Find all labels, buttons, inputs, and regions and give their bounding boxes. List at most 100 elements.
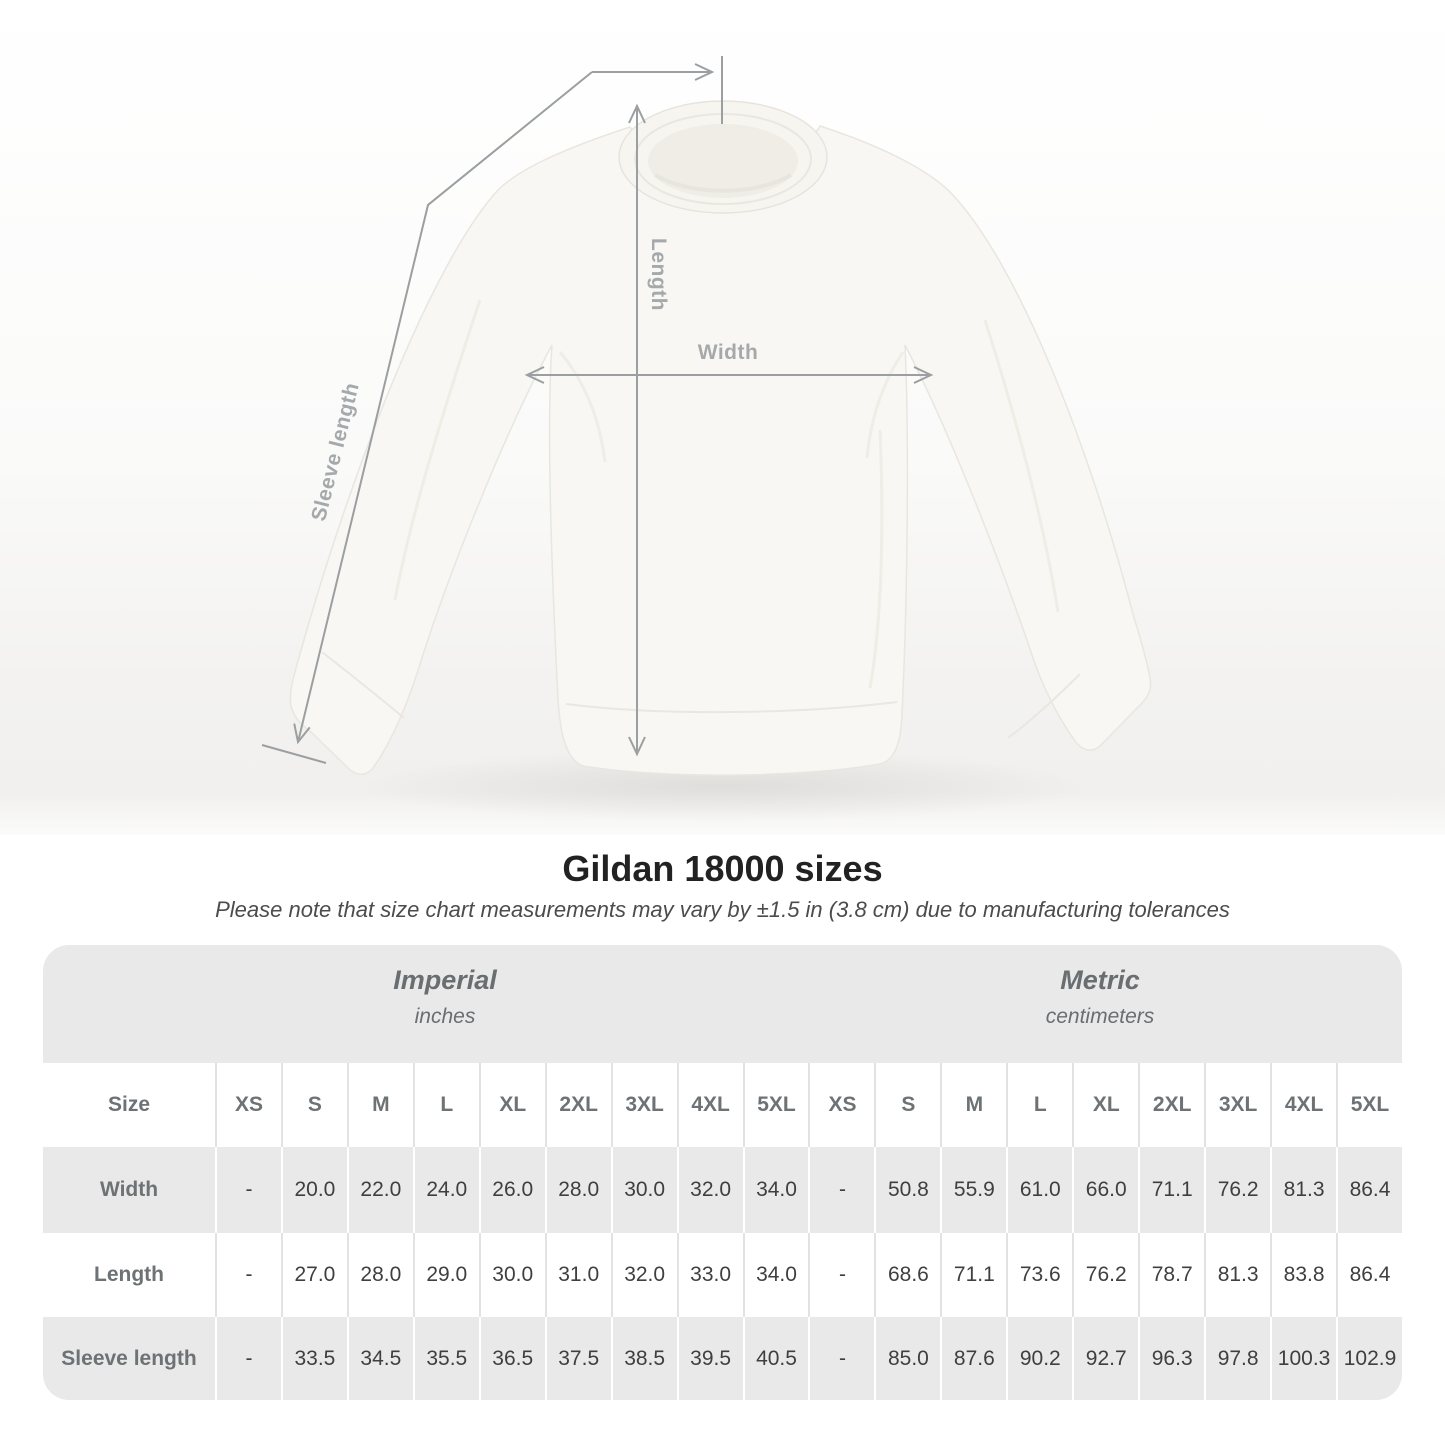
measurement-value-cell: -	[215, 1317, 281, 1400]
measurement-value-cell: 102.9	[1336, 1317, 1402, 1400]
width-dimension-label: Width	[697, 341, 759, 364]
cuff-reference-tick	[261, 744, 327, 764]
measurement-value-cell: 97.8	[1204, 1317, 1270, 1400]
measurement-value-cell: 30.0	[478, 1233, 545, 1317]
measurement-value-cell: -	[808, 1147, 874, 1233]
size-column-header: M	[940, 1063, 1006, 1147]
measurement-value-cell: 66.0	[1072, 1147, 1138, 1233]
measurement-value-cell: 32.0	[610, 1233, 677, 1317]
size-table: Imperial inches Metric centimeters Size X…	[43, 945, 1402, 1400]
metric-title: Metric	[1060, 965, 1140, 995]
metric-unit: centimeters	[1045, 1005, 1155, 1028]
measurement-value-cell: 76.2	[1204, 1147, 1270, 1233]
measurement-value-cell: 34.0	[742, 1147, 809, 1233]
imperial-group-header: Imperial inches	[235, 965, 655, 1029]
measurement-value-cell: 36.5	[478, 1317, 545, 1400]
imperial-unit: inches	[414, 1005, 476, 1028]
measurement-value-cell: 92.7	[1072, 1317, 1138, 1400]
measurement-value-cell: 27.0	[280, 1233, 347, 1317]
size-column-label: Size	[107, 1093, 151, 1116]
size-column-header: M	[346, 1063, 413, 1147]
measurement-value-cell: 81.3	[1270, 1147, 1336, 1233]
size-column-header: S	[280, 1063, 347, 1147]
measurement-value-cell: 40.5	[742, 1317, 809, 1400]
size-column-header: 3XL	[1204, 1063, 1270, 1147]
measurement-value-cell: 20.0	[280, 1147, 347, 1233]
size-column-header: XS	[215, 1063, 281, 1147]
measurement-value-cell: 73.6	[1006, 1233, 1072, 1317]
size-column-header: XL	[478, 1063, 545, 1147]
measurement-value-cell: 34.5	[346, 1317, 413, 1400]
garment-shadow	[352, 750, 1092, 822]
measurement-value-cell: 83.8	[1270, 1233, 1336, 1317]
metric-group-header: Metric centimeters	[890, 965, 1310, 1029]
measurement-value-cell: 29.0	[412, 1233, 479, 1317]
measurement-value-cell: 71.1	[940, 1233, 1006, 1317]
measurement-value-cell: 90.2	[1006, 1317, 1072, 1400]
garment-diagram: Length Width Sleeve length	[0, 0, 1445, 835]
measurement-value-cell: 68.6	[874, 1233, 940, 1317]
measurement-value-cell: 33.5	[280, 1317, 347, 1400]
measurement-value-cell: 86.4	[1336, 1233, 1402, 1317]
measurement-value-cell: 61.0	[1006, 1147, 1072, 1233]
measurement-value-cell: 33.0	[676, 1233, 743, 1317]
imperial-title: Imperial	[393, 965, 497, 995]
measurement-value-cell: 26.0	[478, 1147, 545, 1233]
measurement-row-label: Width	[99, 1178, 159, 1201]
size-column-header: S	[874, 1063, 940, 1147]
measurement-row-label: Length	[94, 1263, 164, 1286]
size-column-header: 4XL	[676, 1063, 743, 1147]
size-column-header: L	[412, 1063, 479, 1147]
measurement-value-cell: 22.0	[346, 1147, 413, 1233]
size-column-header: XS	[808, 1063, 874, 1147]
length-dimension-label: Length	[647, 238, 670, 311]
sleeve-length-line	[293, 71, 593, 745]
measurement-value-cell: 24.0	[412, 1147, 479, 1233]
measurement-value-cell: 86.4	[1336, 1147, 1402, 1233]
size-column-header: 3XL	[610, 1063, 677, 1147]
size-header-row: Size XS S M L XL 2XL 3XL 4XL 5XL XS S M L XL 2XL 3XL 4XL 5…	[43, 1063, 1402, 1147]
page-title: Gildan 18000 sizes	[562, 848, 883, 889]
measurement-value-cell: 28.0	[544, 1147, 611, 1233]
measurement-value-cell: -	[808, 1233, 874, 1317]
measurement-value-cell: -	[215, 1147, 281, 1233]
sweatshirt-photo	[0, 0, 1445, 835]
measurement-row: Sleeve length -33.5 34.5 35.5 36.5 37.5 38.5 39…	[43, 1317, 1402, 1400]
measurement-value-cell: 39.5	[676, 1317, 743, 1400]
measurement-value-cell: 78.7	[1138, 1233, 1204, 1317]
measurement-value-cell: 76.2	[1072, 1233, 1138, 1317]
measurement-value-cell: 28.0	[346, 1233, 413, 1317]
size-column-header: 2XL	[544, 1063, 611, 1147]
measurement-row-label: Sleeve length	[61, 1346, 197, 1370]
measurement-value-cell: 87.6	[940, 1317, 1006, 1400]
tolerance-note: Please note that size chart measurements…	[215, 897, 1230, 922]
measurement-value-cell: 71.1	[1138, 1147, 1204, 1233]
measurement-value-cell: 100.3	[1270, 1317, 1336, 1400]
measurement-value-cell: 96.3	[1138, 1317, 1204, 1400]
measurement-value-cell: 34.0	[742, 1233, 809, 1317]
measurement-row: Length -27.0 28.0 29.0 30.0 31.0 32.0 33.0 34.0-…	[43, 1233, 1402, 1317]
measurement-value-cell: 81.3	[1204, 1233, 1270, 1317]
size-column-header: L	[1006, 1063, 1072, 1147]
size-column-header: 4XL	[1270, 1063, 1336, 1147]
measurement-value-cell: 85.0	[874, 1317, 940, 1400]
measurement-value-cell: 30.0	[610, 1147, 677, 1233]
size-column-header: 5XL	[742, 1063, 809, 1147]
measurement-lines	[261, 56, 934, 764]
measurement-value-cell: 55.9	[940, 1147, 1006, 1233]
unit-header-band: Imperial inches Metric centimeters	[43, 945, 1402, 1063]
measurement-value-cell: 35.5	[412, 1317, 479, 1400]
measurement-value-cell: 38.5	[610, 1317, 677, 1400]
measurement-value-cell: -	[808, 1317, 874, 1400]
measurement-value-cell: 50.8	[874, 1147, 940, 1233]
sweatshirt	[289, 100, 1152, 776]
measurement-value-cell: 31.0	[544, 1233, 611, 1317]
size-column-header: 2XL	[1138, 1063, 1204, 1147]
size-column-header: XL	[1072, 1063, 1138, 1147]
measurement-value-cell: 32.0	[676, 1147, 743, 1233]
size-column-header: 5XL	[1336, 1063, 1402, 1147]
measurement-value-cell: 37.5	[544, 1317, 611, 1400]
measurement-row: Width -20.0 22.0 24.0 26.0 28.0 30.0 32.0 34.0-5…	[43, 1147, 1402, 1233]
measurement-value-cell: -	[215, 1233, 281, 1317]
